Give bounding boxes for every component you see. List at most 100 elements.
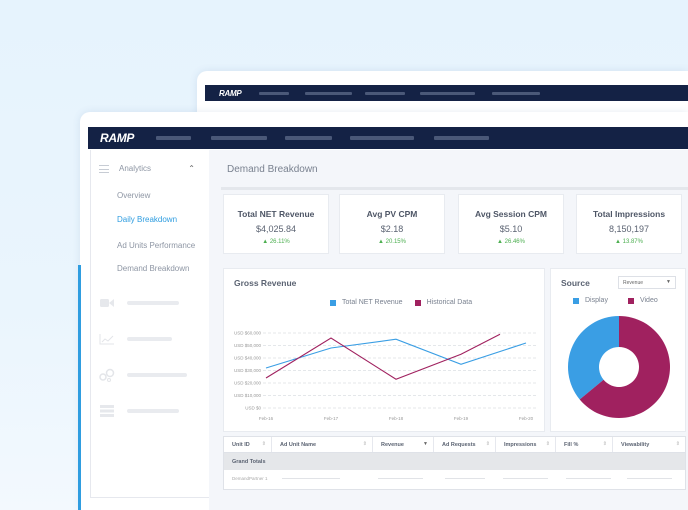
nav-item[interactable]: [365, 91, 406, 95]
y-tick-label: USD $30,000: [234, 368, 262, 373]
kpi-title: Total Impressions: [592, 209, 666, 219]
sort-icon: ⇕: [485, 441, 490, 447]
sidebar: Analytics ⌃ Overview Daily Breakdown Ad …: [90, 150, 210, 498]
sidebar-section-analytics[interactable]: Analytics ⌃: [91, 150, 209, 173]
sort-icon: ⇕: [545, 441, 550, 447]
sort-desc-icon: ▼: [423, 441, 428, 447]
kpi-value: $2.18: [380, 224, 404, 234]
column-header[interactable]: Viewability ⇕: [621, 441, 680, 448]
ad-units-table: Unit ID ⇕ Ad Unit Name ⇕ Revenue ▼ Ad Reque…: [223, 436, 686, 490]
nav-item[interactable]: [492, 91, 541, 95]
kpi-delta: ▲ 20.15%: [378, 239, 406, 245]
main-content: Demand Breakdown Total NET Revenue $4,02…: [209, 150, 688, 510]
legend: Display Video: [573, 297, 658, 304]
column-header[interactable]: Ad Requests ⇕: [434, 437, 496, 452]
accent-bar: [78, 265, 81, 510]
sidebar-item-demand-breakdown[interactable]: Demand Breakdown: [117, 264, 190, 273]
nav-item[interactable]: [285, 136, 333, 140]
divider: [221, 187, 688, 190]
page-title: Demand Breakdown: [227, 164, 318, 175]
legend-label[interactable]: Historical Data: [426, 299, 473, 306]
chevron-up-icon[interactable]: ⌃: [188, 164, 195, 173]
kpi-title: Avg Session CPM: [475, 209, 547, 219]
donut-slice-display: [568, 316, 619, 400]
y-tick-label: USD $10,000: [234, 393, 262, 398]
column-header[interactable]: Fill % ⇕: [556, 437, 613, 452]
sidebar-item-settings[interactable]: [91, 357, 209, 393]
legend-swatch: [330, 299, 336, 306]
sort-icon: ⇕: [602, 441, 607, 447]
kpi-value: 8,150,197: [608, 224, 650, 234]
donut-chart: [568, 316, 670, 418]
up-arrow-icon: ▲: [262, 239, 270, 245]
legend-swatch: [573, 297, 579, 304]
sidebar-item-overview[interactable]: Overview: [117, 191, 151, 200]
legend-swatch: [414, 299, 421, 306]
x-tick-label: Feb-16: [259, 416, 274, 421]
sidebar-item-ad-units-performance[interactable]: Ad Units Performance: [117, 241, 196, 250]
x-tick-label: Feb-20: [519, 416, 534, 421]
nav-item[interactable]: [259, 91, 290, 95]
source-card: Source Revenue ▼ Display Video: [550, 268, 686, 432]
donut-slice-video: [579, 316, 670, 418]
y-tick-label: USD $60,000: [234, 331, 262, 336]
y-tick-label: USD $20,000: [234, 381, 262, 386]
sort-icon: ⇕: [675, 441, 680, 447]
up-arrow-icon: ▲: [615, 239, 623, 245]
series-line-0: [265, 338, 527, 369]
source-title: Source: [561, 278, 590, 288]
up-arrow-icon: ▲: [497, 239, 505, 245]
ramp-logo: RAMP: [219, 88, 242, 98]
legend-label[interactable]: Total NET Revenue: [342, 299, 403, 306]
column-header[interactable]: Revenue ▼: [373, 437, 434, 452]
video-icon: [100, 299, 114, 307]
navbar: RAMP: [205, 85, 688, 101]
nav-item[interactable]: [305, 91, 353, 95]
sort-icon: ⇕: [261, 441, 266, 447]
kpi-delta: ▲ 26.11%: [262, 239, 290, 245]
column-header[interactable]: Ad Unit Name ⇕: [272, 437, 373, 452]
source-metric-select[interactable]: Revenue ▼: [618, 276, 676, 289]
column-header[interactable]: Impressions ⇕: [496, 437, 556, 452]
nav-item[interactable]: [156, 136, 192, 140]
y-tick-label: USD $50,000: [234, 343, 262, 348]
nav-item[interactable]: [350, 136, 415, 140]
kpi-title: Avg PV CPM: [366, 209, 418, 219]
caret-down-icon: ▼: [666, 279, 671, 285]
chart-title: Gross Revenue: [234, 278, 297, 288]
navbar: RAMP: [88, 127, 688, 149]
legend-label[interactable]: Display: [585, 297, 608, 304]
x-tick-label: Feb-19: [454, 416, 469, 421]
gears-icon: [99, 368, 115, 382]
sidebar-item-data[interactable]: [91, 393, 209, 429]
legend-swatch: [627, 297, 634, 304]
legend: Total NET Revenue Historical Data: [330, 299, 472, 306]
x-tick-label: Feb-18: [389, 416, 404, 421]
kpi-title: Total NET Revenue: [237, 209, 315, 219]
unit-id-cell: DemandPartner 1: [232, 476, 268, 481]
ramp-logo: RAMP: [100, 131, 135, 145]
table-header: Unit ID ⇕ Ad Unit Name ⇕ Revenue ▼ Ad Reque…: [224, 437, 685, 453]
kpi-delta: ▲ 26.46%: [497, 239, 525, 245]
column-header[interactable]: Unit ID ⇕: [224, 437, 272, 452]
nav-item[interactable]: [211, 136, 268, 140]
line-chart: USD $0 USD $10,000 USD $20,000 USD $30,000 U…: [234, 331, 536, 421]
server-icon: [100, 405, 114, 417]
kpi-value: $4,025.84: [255, 224, 297, 234]
up-arrow-icon: ▲: [378, 239, 386, 245]
sidebar-item-video[interactable]: [91, 285, 209, 321]
app-window: RAMP Analytics ⌃ Overview Daily Breakdow…: [80, 112, 688, 510]
gross-revenue-card: Gross Revenue Total NET Revenue Historic…: [223, 268, 545, 432]
x-tick-label: Feb-17: [324, 416, 339, 421]
grand-totals-row: Grand Totals: [224, 453, 685, 470]
kpi-card-avg-session-cpm: Avg Session CPM $5.10 ▲ 26.46%: [458, 194, 564, 254]
nav-item[interactable]: [434, 136, 490, 140]
sidebar-item-charts[interactable]: [91, 321, 209, 357]
kpi-card-total-net-revenue: Total NET Revenue $4,025.84 ▲ 26.11%: [223, 194, 329, 254]
line-chart-icon: [99, 334, 114, 345]
sidebar-item-daily-breakdown[interactable]: Daily Breakdown: [117, 215, 178, 224]
table-row[interactable]: DemandPartner 1: [224, 470, 685, 487]
nav-item[interactable]: [420, 91, 476, 95]
legend-label[interactable]: Video: [639, 297, 658, 304]
series-line-1: [265, 333, 501, 380]
